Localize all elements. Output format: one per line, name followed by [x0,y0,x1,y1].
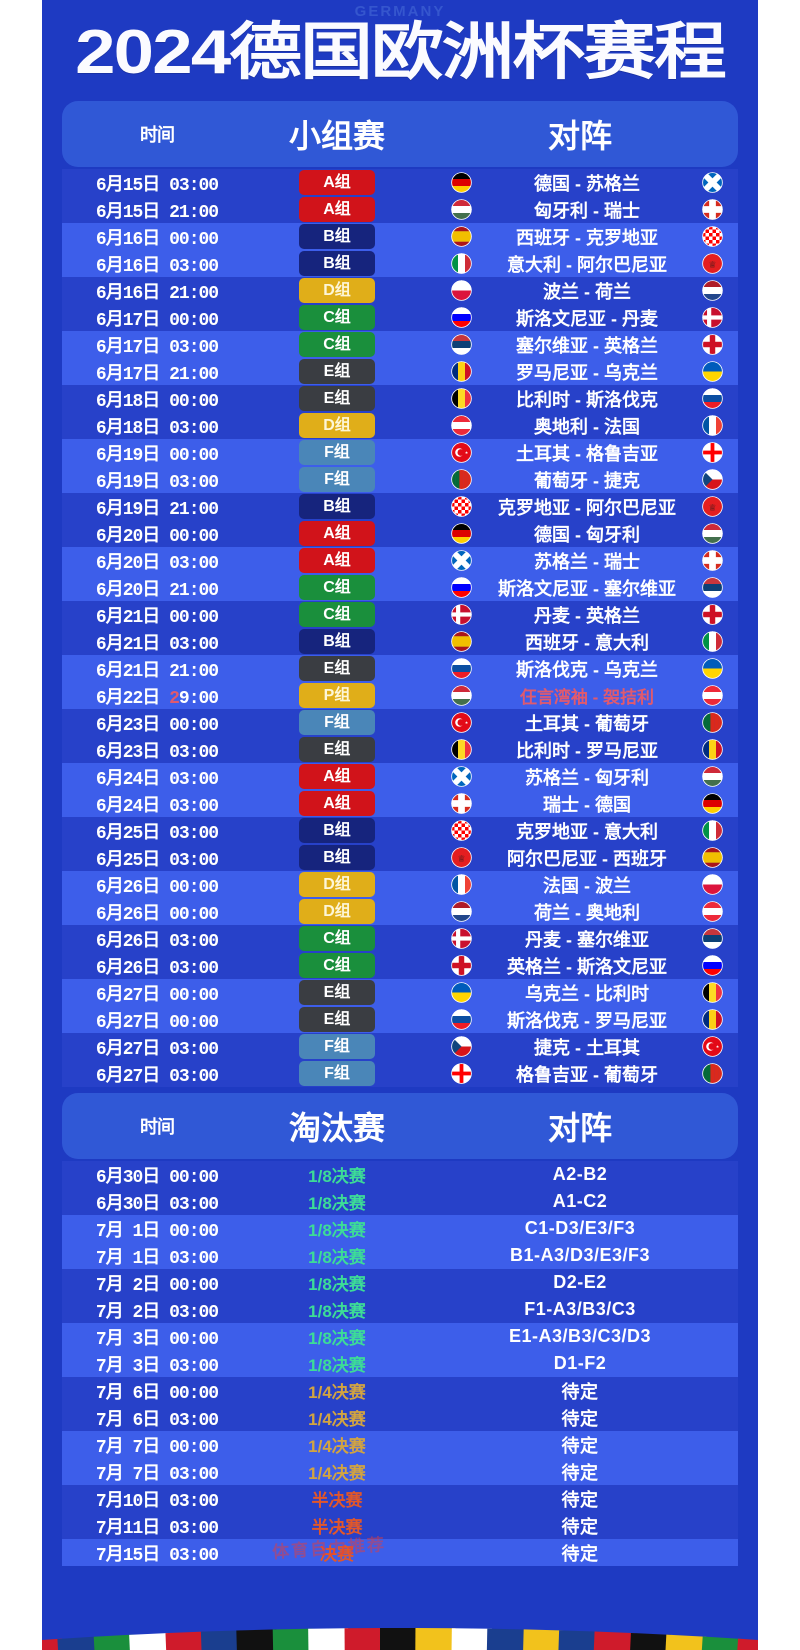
svg-text:♕: ♕ [458,852,465,865]
svg-text:♕: ♕ [709,258,716,271]
svg-text:♕: ♕ [709,501,716,514]
